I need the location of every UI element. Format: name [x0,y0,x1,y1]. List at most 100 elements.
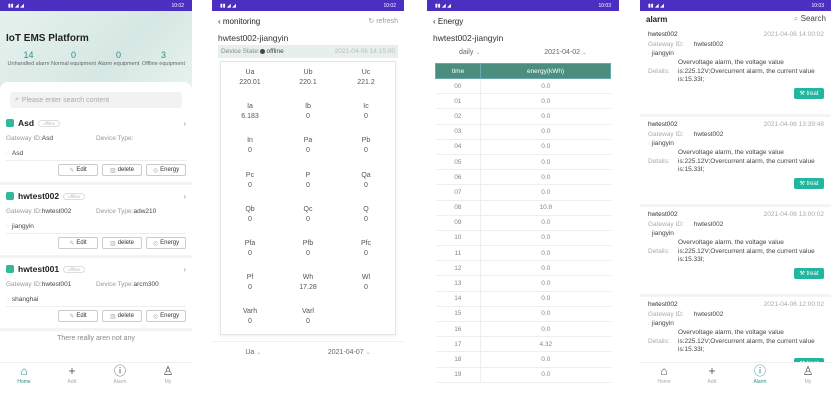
edit-button[interactable]: ✎ Edit [58,237,98,249]
device-card[interactable]: hwtest001 offline › Gateway ID:hwtest001 De… [0,258,192,331]
status-badge: offline [38,119,60,127]
device-card[interactable]: hwtest002 offline › Gateway ID:hwtest002 De… [0,185,192,258]
energy-button[interactable]: ◎ Energy [146,310,186,322]
status-bar: ▮▮ ◢ ◢ 10:03 [427,0,619,11]
table-row: 09 0.0 [435,215,611,231]
energy-icon: ◎ [152,240,159,247]
alarm-card: hwtest002 2021-04-06 13:00:02 Gateway ID:… [640,207,831,297]
tab-home[interactable]: ⌂ Home [640,363,688,390]
tab-add[interactable]: + Add [688,363,736,390]
table-row: 07 0.0 [435,184,611,201]
parameter-cell: Ia 6.183 [241,103,259,121]
period-select[interactable]: daily ⌄ [458,48,481,56]
chevron-right-icon[interactable]: › [183,191,186,201]
location-icon: ◌ [648,230,652,237]
search-button[interactable]: ⌕ Search [793,14,826,23]
page-title: alarm [646,14,668,24]
chevron-down-icon: ⌄ [256,350,262,356]
treat-button[interactable]: ⚒ treat [794,88,824,99]
stat-item: 0 Alarm equipment [97,50,140,67]
parameter-cell: Qa 0 [361,171,371,189]
tab-home[interactable]: ⌂ Home [0,363,48,390]
table-row: 14 0.0 [435,291,611,307]
treat-icon: ⚒ [799,271,805,277]
energy-icon: ◎ [152,167,159,174]
parameter-cell: Pa 0 [303,137,313,155]
chevron-right-icon[interactable]: › [183,264,186,274]
table-row: 19 0.0 [435,367,611,383]
table-row: 11 0.0 [435,245,611,262]
device-card[interactable]: Asd offline › Gateway ID:Asd Device Type: ◌… [0,112,192,185]
parameter-cell: Pfa 0 [244,239,256,257]
user-icon: ♙ [802,364,814,378]
status-bar: ▮▮ ◢ ◢ 10:02 [212,0,404,11]
energy-icon: ◎ [152,313,159,320]
table-row: 15 0.0 [435,306,611,323]
tab-alarm[interactable]: ⓘ Alarm [736,363,784,390]
tab-my[interactable]: ♙ My [144,363,192,390]
treat-button[interactable]: ⚒ treat [794,268,824,279]
device-icon [6,192,14,200]
trash-icon: ▥ [109,313,116,320]
home-icon: ⌂ [20,364,28,378]
device-icon [6,119,14,127]
alarm-screen: ▮▮ ◢ ◢ 10:03 alarm ⌕ Search hwtest002 2021-… [640,0,831,392]
delete-button[interactable]: ▥ delete [102,237,142,249]
table-row: 00 0.0 [435,78,611,95]
back-button[interactable]: ‹ Energy [433,16,464,26]
edit-button[interactable]: ✎ Edit [58,164,98,176]
column-header: energy(kWh) [480,63,611,79]
status-bar: ▮▮ ◢ ◢ 10:03 [640,0,831,11]
pencil-icon: ✎ [69,313,75,320]
device-list: ⌕ Please enter search content Asd offline ›… [0,82,192,392]
plus-icon: + [708,364,716,378]
chevron-right-icon[interactable]: › [183,118,186,128]
energy-screen: ▮▮ ◢ ◢ 10:03 ‹ Energy hwtest002-jiangyin … [427,0,619,392]
search-input[interactable]: ⌕ Please enter search content [10,92,182,108]
device-title: hwtest002-jiangyin [433,33,504,43]
status-bar: ▮▮ ◢ ◢ 10:02 [0,0,192,11]
tab-add[interactable]: + Add [48,363,96,390]
date-select[interactable]: 2021-04-07 ⌄ [327,349,371,356]
energy-button[interactable]: ◎ Energy [146,237,186,249]
table-row: 05 0.0 [435,154,611,171]
search-icon: ⌕ [793,14,799,23]
parameter-cell: Qc 0 [303,205,313,223]
status-badge: offline [63,265,86,273]
parameter-select[interactable]: Ua ⌄ [245,349,262,356]
parameter-cell: In 0 [247,137,253,155]
monitoring-screen: ▮▮ ◢ ◢ 10:02 ‹ monitoring ↻ refresh hwtest… [212,0,404,392]
treat-icon: ⚒ [799,91,805,97]
refresh-button[interactable]: ↻ refresh [368,18,398,25]
parameter-cell: Qb 0 [245,205,255,223]
chevron-down-icon: ⌄ [475,49,481,56]
parameter-grid: Ua 220.01 Ub 220.1 Uc 221.2 Ia 6.183 Ib 0 Ic 0 In 0 Pa… [220,61,396,335]
chevron-down-icon: ⌄ [582,49,588,56]
location-icon: ◌ [648,320,652,327]
parameter-cell: Ib 0 [305,103,311,121]
delete-button[interactable]: ▥ delete [102,310,142,322]
location-icon: ◌ [6,222,10,230]
tab-alarm[interactable]: ⓘ Alarm [96,363,144,390]
parameter-cell: Pfb 0 [302,239,314,257]
treat-button[interactable]: ⚒ treat [794,178,824,189]
home-header: IoT EMS Platform 14 Unhandled alarm 0 Norma… [0,11,192,96]
delete-button[interactable]: ▥ delete [102,164,142,176]
tab-my[interactable]: ♙ My [784,363,831,390]
edit-button[interactable]: ✎ Edit [58,310,98,322]
date-select[interactable]: 2021-04-02 ⌄ [544,48,588,56]
search-icon: ⌕ [15,96,19,103]
parameter-cell: Ic 0 [363,103,369,121]
back-button[interactable]: ‹ monitoring [218,16,261,26]
table-row: 02 0.0 [435,108,611,125]
device-title: hwtest002-jiangyin [218,33,289,43]
table-row: 01 0.0 [435,93,611,110]
parameter-cell: Pf 0 [246,274,254,292]
table-row: 04 0.0 [435,139,611,155]
parameter-cell: Ua 220.01 [239,69,261,86]
energy-button[interactable]: ◎ Energy [146,164,186,176]
app-title: IoT EMS Platform [6,33,89,44]
status-dot [259,48,265,54]
